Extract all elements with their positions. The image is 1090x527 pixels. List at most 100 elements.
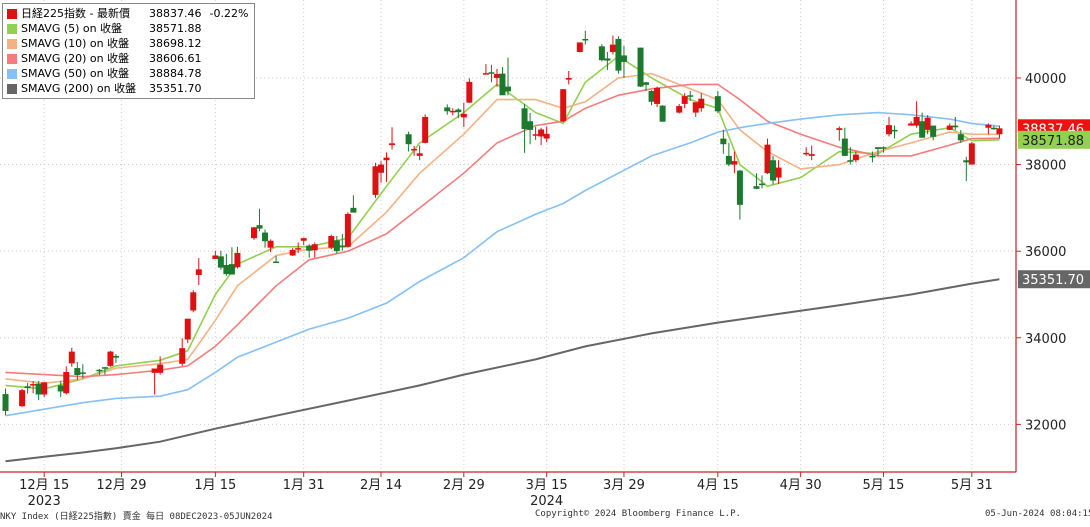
x-tick-label: 5月 15 <box>863 478 905 493</box>
candle-body <box>565 77 572 80</box>
candle-body <box>195 269 202 275</box>
candle-body <box>803 152 810 155</box>
legend-value: 38698.12 <box>149 37 202 50</box>
candle-body <box>687 95 694 97</box>
candle-body <box>234 252 241 268</box>
ma-line-sma200 <box>5 278 1000 463</box>
candle-body <box>725 155 732 165</box>
candle-body <box>455 109 462 113</box>
candle-body <box>841 138 848 156</box>
legend-item: SMAVG (200) on 收盤 35351.70 <box>7 81 248 96</box>
candle-body <box>57 385 64 392</box>
candle-body <box>228 264 235 275</box>
x-tick-label: 3月 15 <box>526 478 568 493</box>
legend-label: SMAVG (20) on 收盤 <box>21 52 130 65</box>
candle-body <box>615 38 622 71</box>
footer-source: NKY Index (日経225指數) 賣金 每日 08DEC2023-05JU… <box>0 512 273 522</box>
candle-body <box>538 129 545 137</box>
candle-body <box>328 236 335 248</box>
legend-label: SMAVG (50) on 收盤 <box>21 67 130 80</box>
price-tag: 38571.88 <box>1018 130 1090 149</box>
candle-body <box>256 225 263 229</box>
candle-body <box>466 81 473 103</box>
candle-body <box>874 147 881 149</box>
legend-value: 38884.78 <box>149 67 202 80</box>
ma-line-sma5 <box>5 55 1000 390</box>
x-tick-label: 12月 29 <box>96 478 146 493</box>
candle-body <box>444 107 451 112</box>
x-tick-label: 2月 29 <box>443 478 485 493</box>
candle-body <box>609 44 616 52</box>
candle-body <box>344 213 351 247</box>
candle-body <box>770 160 777 181</box>
candle-body <box>736 170 743 205</box>
candle-body <box>383 157 390 161</box>
legend-item: SMAVG (10) on 收盤 38698.12 <box>7 36 248 51</box>
x-tick-label: 1月 15 <box>194 478 236 493</box>
candle-body <box>79 372 86 374</box>
legend-swatch <box>7 53 17 64</box>
candle-body <box>112 355 119 358</box>
price-tag-label: 35351.70 <box>1022 273 1084 288</box>
y-tick-label: 40000 <box>1025 72 1066 87</box>
candle-body <box>493 74 500 78</box>
legend-swatch <box>7 23 17 34</box>
candle-body <box>527 121 534 130</box>
candle-body <box>532 134 539 136</box>
legend-label: SMAVG (200) on 收盤 <box>21 82 137 95</box>
candle-body <box>543 133 550 139</box>
candle-body <box>2 394 9 411</box>
candle-body <box>560 89 567 122</box>
candle-body <box>30 384 37 386</box>
candle-body <box>720 138 727 145</box>
candle-body <box>251 227 257 239</box>
candle-body <box>35 383 42 395</box>
candle-body <box>886 125 892 135</box>
candle-body <box>488 72 495 74</box>
x-tick-label: 2月 14 <box>360 478 402 493</box>
candle-body <box>582 38 589 41</box>
candle-body <box>101 367 108 369</box>
candle-body <box>521 108 528 130</box>
candle-body <box>416 153 423 156</box>
candle-body <box>411 148 418 151</box>
candle-body <box>654 87 661 104</box>
candle-body <box>289 249 296 256</box>
candle-body <box>378 164 384 173</box>
candle-body <box>273 261 280 264</box>
candle-body <box>891 129 898 132</box>
candle-body <box>505 86 511 92</box>
candle-body <box>604 58 611 61</box>
candle-body <box>620 55 627 62</box>
candle-body <box>714 96 721 112</box>
legend-item: SMAVG (50) on 收盤 38884.78 <box>7 66 248 81</box>
candle-body <box>731 161 738 165</box>
candle-body <box>350 207 357 213</box>
candle-body <box>151 368 158 373</box>
legend-value: 38606.61 <box>149 52 202 65</box>
legend-swatch <box>7 38 17 49</box>
candle-body <box>107 351 114 366</box>
candle-body <box>157 364 164 373</box>
candle-body <box>968 143 975 165</box>
legend-item: SMAVG (5) on 收盤 38571.88 <box>7 21 248 36</box>
candle-body <box>372 166 379 195</box>
candle-body <box>96 369 103 372</box>
candle-body <box>449 110 456 113</box>
legend-label: SMAVG (5) on 收盤 <box>21 22 123 35</box>
candle-body <box>223 265 230 275</box>
candle-body <box>179 348 186 364</box>
candle-body <box>295 248 302 250</box>
candle-body <box>681 96 688 104</box>
candle-body <box>836 128 843 130</box>
price-tag-box <box>1018 270 1090 289</box>
legend-swatch <box>7 8 17 19</box>
candle-body <box>676 106 683 113</box>
candle-body <box>19 390 26 407</box>
candle-body <box>759 183 765 186</box>
candle-body <box>952 125 959 128</box>
candle-body <box>659 105 666 122</box>
legend-value: 38837.46 <box>149 7 202 20</box>
